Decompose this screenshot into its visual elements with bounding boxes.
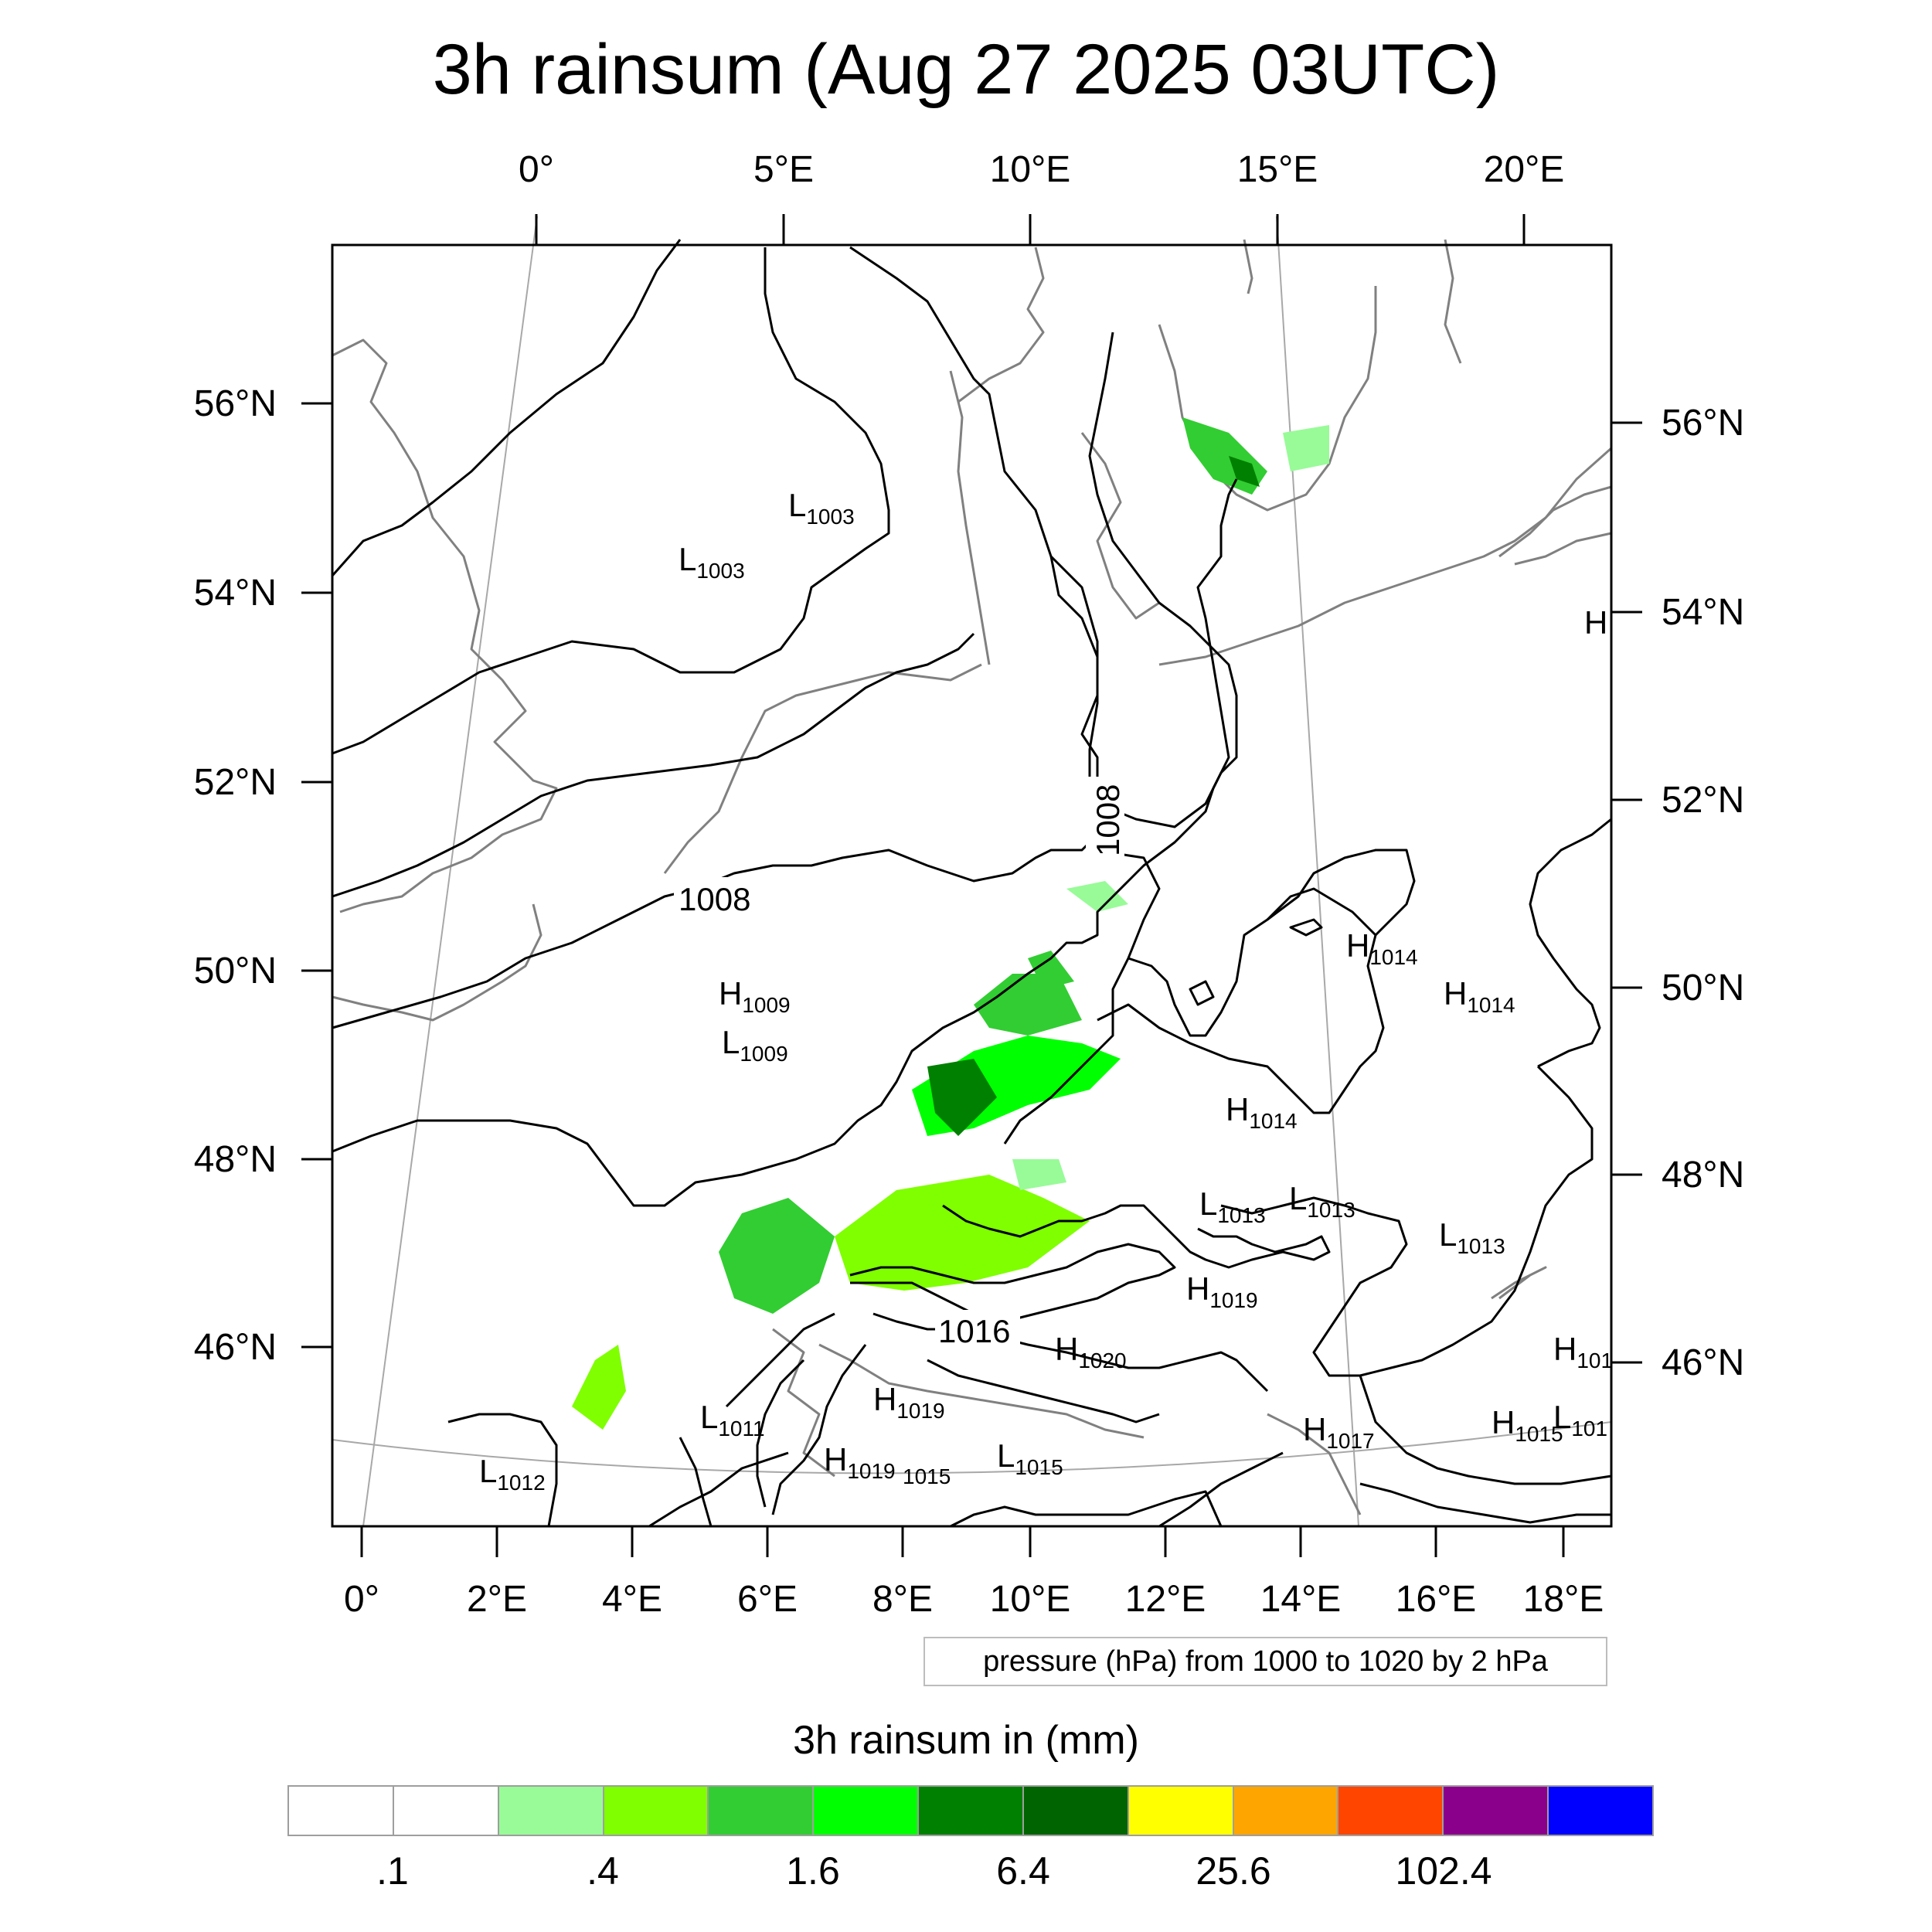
map-frame: [331, 243, 1613, 1528]
pressure-system-label: H1017: [1303, 1411, 1375, 1453]
pressure-system-label: L1009: [722, 1024, 788, 1066]
colorbar-box: [498, 1787, 604, 1835]
left-lat-labels: 56°N 54°N 52°N 50°N 48°N 46°N: [194, 383, 277, 1368]
map-title: 3h rainsum (Aug 27 2025 03UTC): [432, 30, 1500, 109]
colorbar-label: 6.4: [996, 1849, 1050, 1893]
coastlines: [332, 239, 1612, 1515]
colorbar-box: [1444, 1787, 1549, 1835]
right-lat-labels: 56°N 54°N 52°N 50°N 48°N 46°N: [1662, 403, 1744, 1383]
pressure-systems: L1003 L1003 H1009 L1009 H1014 H1014 H101…: [479, 487, 1613, 1495]
bottom-lon-labels: 0° 2°E 4°E 6°E 8°E 10°E 12°E 14°E 16°E 1…: [344, 1579, 1604, 1620]
axis-ticks: [301, 214, 1642, 1557]
right-lat-label: 48°N: [1662, 1155, 1744, 1196]
colorbar-box: [1233, 1787, 1339, 1835]
left-lat-label: 50°N: [194, 951, 277, 992]
bottom-lon-label: 14°E: [1260, 1579, 1342, 1620]
meridian-0: [362, 216, 538, 1527]
colorbar-labels: .1 .4 1.6 6.4 25.6 102.4: [0, 1849, 1932, 1903]
pressure-system-label: H1019: [873, 1381, 945, 1423]
pressure-system-label: H1015: [1492, 1404, 1563, 1446]
bottom-lon-label: 4°E: [602, 1579, 662, 1620]
pressure-system-label: H101: [1553, 1331, 1613, 1372]
colorbar-box: [1023, 1787, 1129, 1835]
left-lat-label: 52°N: [194, 762, 277, 803]
bottom-lon-label: 12°E: [1125, 1579, 1206, 1620]
pressure-system-label: H1014: [1444, 975, 1515, 1017]
bottom-lon-label: 8°E: [872, 1579, 933, 1620]
colorbar-box: [1338, 1787, 1444, 1835]
colorbar-box: [1128, 1787, 1234, 1835]
left-lat-label: 46°N: [194, 1327, 277, 1368]
pressure-note: pressure (hPa) from 1000 to 1020 by 2 hP…: [923, 1637, 1607, 1686]
top-lon-label: 20°E: [1484, 149, 1565, 190]
pressure-system-label: H1009: [719, 975, 791, 1017]
colorbar-label: 102.4: [1395, 1849, 1492, 1893]
pressure-system-label: L1012: [479, 1453, 546, 1495]
pressure-system-label: H1014: [1226, 1091, 1298, 1133]
colorbar-box: [393, 1787, 499, 1835]
top-lon-labels: 0° 5°E 10°E 15°E 20°E: [519, 149, 1564, 190]
colorbar-label: .4: [587, 1849, 619, 1893]
right-lat-label: 50°N: [1662, 968, 1744, 1009]
top-lon-label: 10°E: [990, 149, 1071, 190]
pressure-system-label: L1013: [1439, 1216, 1505, 1258]
pressure-system-label: L101: [1553, 1399, 1607, 1440]
left-lat-label: 56°N: [194, 383, 277, 424]
right-lat-label: 54°N: [1662, 592, 1744, 633]
pressure-system-label: L1011: [700, 1399, 765, 1440]
pressure-system-label: L1013: [1199, 1185, 1266, 1227]
top-lon-label: 15°E: [1237, 149, 1318, 190]
right-lat-label: 46°N: [1662, 1342, 1744, 1383]
isobar-label: 1008: [679, 881, 750, 917]
colorbar-label: 1.6: [786, 1849, 840, 1893]
pressure-system-label: H1019: [1186, 1270, 1258, 1312]
isobars: [331, 239, 1612, 1528]
left-lat-label: 48°N: [194, 1139, 277, 1180]
right-lat-label: 52°N: [1662, 780, 1744, 821]
colorbar-label: 25.6: [1196, 1849, 1271, 1893]
pressure-system-label: H: [1584, 604, 1607, 641]
top-lon-label: 5°E: [753, 149, 814, 190]
bottom-lon-label: 6°E: [737, 1579, 798, 1620]
bottom-lon-label: 10°E: [990, 1579, 1071, 1620]
pressure-system-label: 1015: [903, 1464, 951, 1488]
rain-areas: [572, 417, 1329, 1430]
colorbar-box: [709, 1787, 815, 1835]
colorbar-box: [604, 1787, 709, 1835]
bottom-lon-label: 16°E: [1396, 1579, 1477, 1620]
bottom-lon-label: 0°: [344, 1579, 379, 1620]
colorbar-label: .1: [376, 1849, 409, 1893]
colorbar: [287, 1785, 1654, 1836]
colorbar-box: [919, 1787, 1024, 1835]
pressure-system-label: L1003: [679, 541, 745, 583]
top-lon-label: 0°: [519, 149, 554, 190]
pressure-system-label: H1014: [1346, 927, 1418, 969]
parallel-45n: [332, 1421, 1612, 1475]
pressure-system-label: L1013: [1289, 1180, 1355, 1222]
pressure-system-label: H1020: [1055, 1331, 1127, 1372]
bottom-lon-label: 18°E: [1523, 1579, 1604, 1620]
pressure-system-label: L1015: [997, 1437, 1063, 1479]
isobar-label: 1016: [938, 1313, 1010, 1349]
legend-title: 3h rainsum in (mm): [793, 1718, 1139, 1763]
pressure-system-label: H1019: [824, 1441, 896, 1483]
isobar-labels: 1008 1008 1016: [674, 777, 1126, 1349]
colorbar-box: [814, 1787, 920, 1835]
bottom-lon-label: 2°E: [467, 1579, 527, 1620]
isobar-label: 1008: [1090, 784, 1126, 856]
colorbar-box: [289, 1787, 394, 1835]
pressure-system-label: L1003: [788, 487, 855, 529]
left-lat-label: 54°N: [194, 573, 277, 614]
colorbar-box: [1549, 1787, 1652, 1835]
right-lat-label: 56°N: [1662, 403, 1744, 444]
